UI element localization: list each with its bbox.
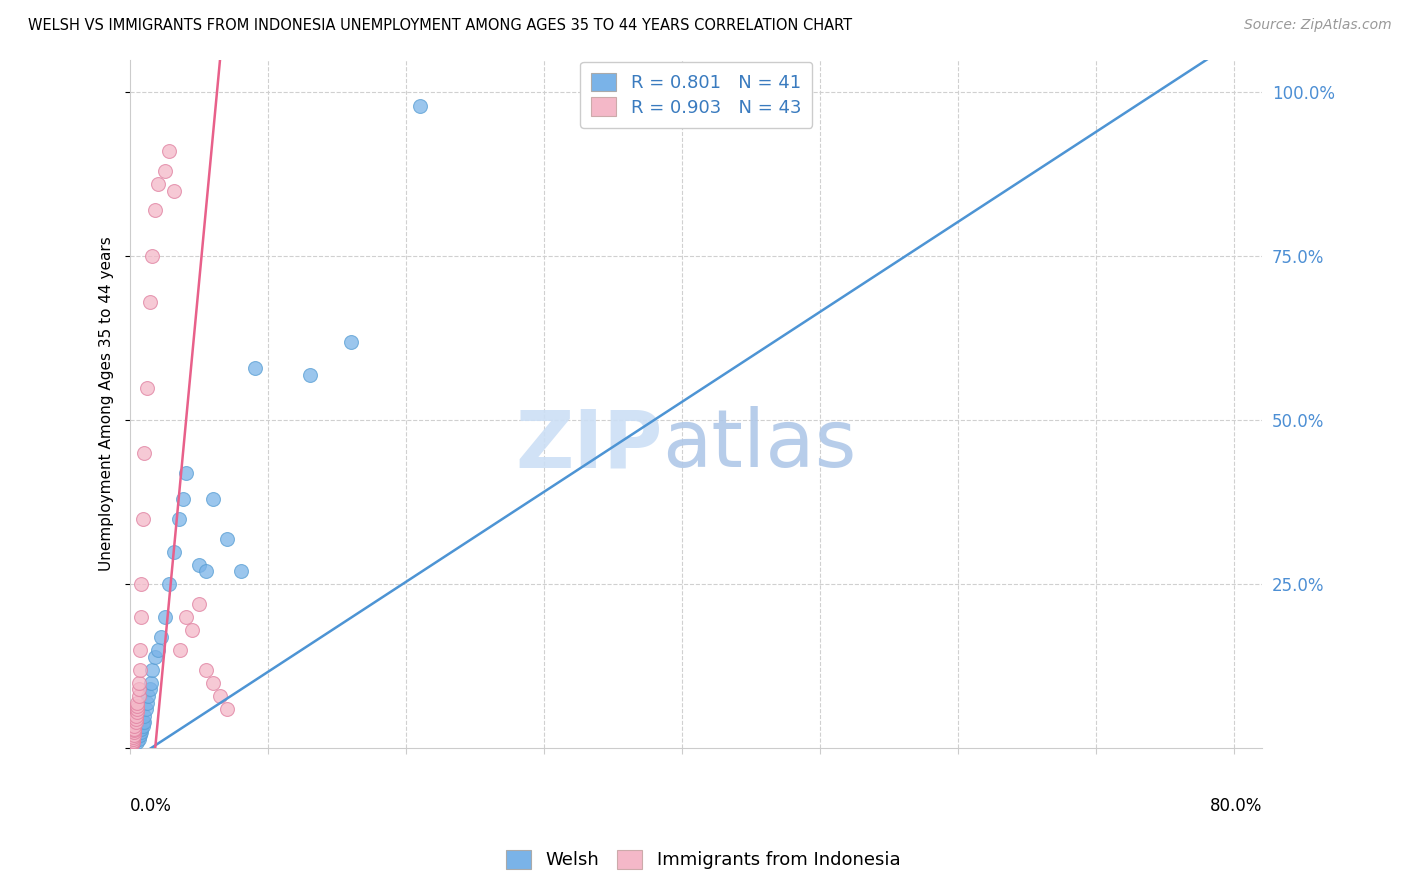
Point: [134, 446, 156, 460]
Point: [169, 643, 191, 657]
Point: [122, 730, 145, 744]
Text: WELSH VS IMMIGRANTS FROM INDONESIA UNEMPLOYMENT AMONG AGES 35 TO 44 YEARS CORREL: WELSH VS IMMIGRANTS FROM INDONESIA UNEMP…: [28, 18, 852, 33]
Point: [153, 610, 176, 624]
Text: atlas: atlas: [662, 407, 856, 484]
Point: [143, 649, 166, 664]
Point: [157, 145, 180, 159]
Point: [135, 381, 157, 395]
Point: [146, 178, 169, 192]
Point: [131, 577, 153, 591]
Point: [202, 676, 225, 690]
Point: [146, 643, 169, 657]
Point: [157, 577, 180, 591]
Point: [122, 733, 145, 747]
Text: ZIP: ZIP: [515, 407, 662, 484]
Legend: R = 0.801   N = 41, R = 0.903   N = 43: R = 0.801 N = 41, R = 0.903 N = 43: [581, 62, 813, 128]
Point: [129, 663, 152, 677]
Point: [174, 466, 197, 480]
Point: [298, 368, 321, 382]
Point: [132, 715, 155, 730]
Point: [129, 643, 152, 657]
Point: [124, 725, 146, 739]
Text: Source: ZipAtlas.com: Source: ZipAtlas.com: [1244, 18, 1392, 32]
Point: [129, 728, 152, 742]
Point: [124, 718, 146, 732]
Point: [127, 696, 149, 710]
Point: [125, 731, 148, 746]
Point: [141, 663, 163, 677]
Legend: Welsh, Immigrants from Indonesia: Welsh, Immigrants from Indonesia: [496, 841, 910, 879]
Point: [229, 565, 252, 579]
Point: [138, 295, 160, 310]
Point: [409, 98, 432, 112]
Point: [127, 698, 149, 713]
Point: [128, 676, 150, 690]
Point: [125, 728, 148, 742]
Point: [131, 610, 153, 624]
Point: [128, 728, 150, 742]
Point: [124, 723, 146, 738]
Point: [139, 676, 162, 690]
Text: 80.0%: 80.0%: [1209, 797, 1263, 814]
Point: [143, 203, 166, 218]
Point: [127, 702, 149, 716]
Point: [134, 715, 156, 730]
Point: [181, 624, 204, 638]
Point: [195, 565, 218, 579]
Point: [243, 361, 266, 376]
Point: [167, 512, 190, 526]
Point: [132, 718, 155, 732]
Point: [135, 696, 157, 710]
Point: [174, 610, 197, 624]
Point: [128, 682, 150, 697]
Point: [209, 689, 232, 703]
Point: [128, 731, 150, 746]
Point: [163, 184, 186, 198]
Point: [202, 492, 225, 507]
Point: [134, 702, 156, 716]
Point: [153, 164, 176, 178]
Point: [127, 735, 149, 749]
Point: [124, 722, 146, 736]
Point: [215, 702, 238, 716]
Point: [125, 715, 148, 730]
Point: [122, 735, 145, 749]
Point: [124, 728, 146, 742]
Point: [128, 689, 150, 703]
Point: [172, 492, 194, 507]
Point: [127, 728, 149, 742]
Point: [125, 712, 148, 726]
Point: [131, 725, 153, 739]
Point: [122, 735, 145, 749]
Point: [131, 722, 153, 736]
Point: [136, 689, 159, 703]
Point: [149, 630, 172, 644]
Point: [134, 708, 156, 723]
Point: [121, 736, 143, 750]
Point: [644, 92, 666, 106]
Y-axis label: Unemployment Among Ages 35 to 44 years: Unemployment Among Ages 35 to 44 years: [100, 236, 114, 572]
Point: [125, 708, 148, 723]
Point: [340, 334, 363, 349]
Point: [127, 706, 149, 720]
Point: [138, 682, 160, 697]
Point: [129, 722, 152, 736]
Point: [121, 738, 143, 752]
Point: [124, 735, 146, 749]
Point: [122, 731, 145, 746]
Point: [188, 597, 211, 611]
Point: [132, 512, 155, 526]
Point: [163, 544, 186, 558]
Point: [141, 249, 163, 263]
Point: [188, 558, 211, 572]
Text: 0.0%: 0.0%: [131, 797, 172, 814]
Point: [215, 532, 238, 546]
Point: [195, 663, 218, 677]
